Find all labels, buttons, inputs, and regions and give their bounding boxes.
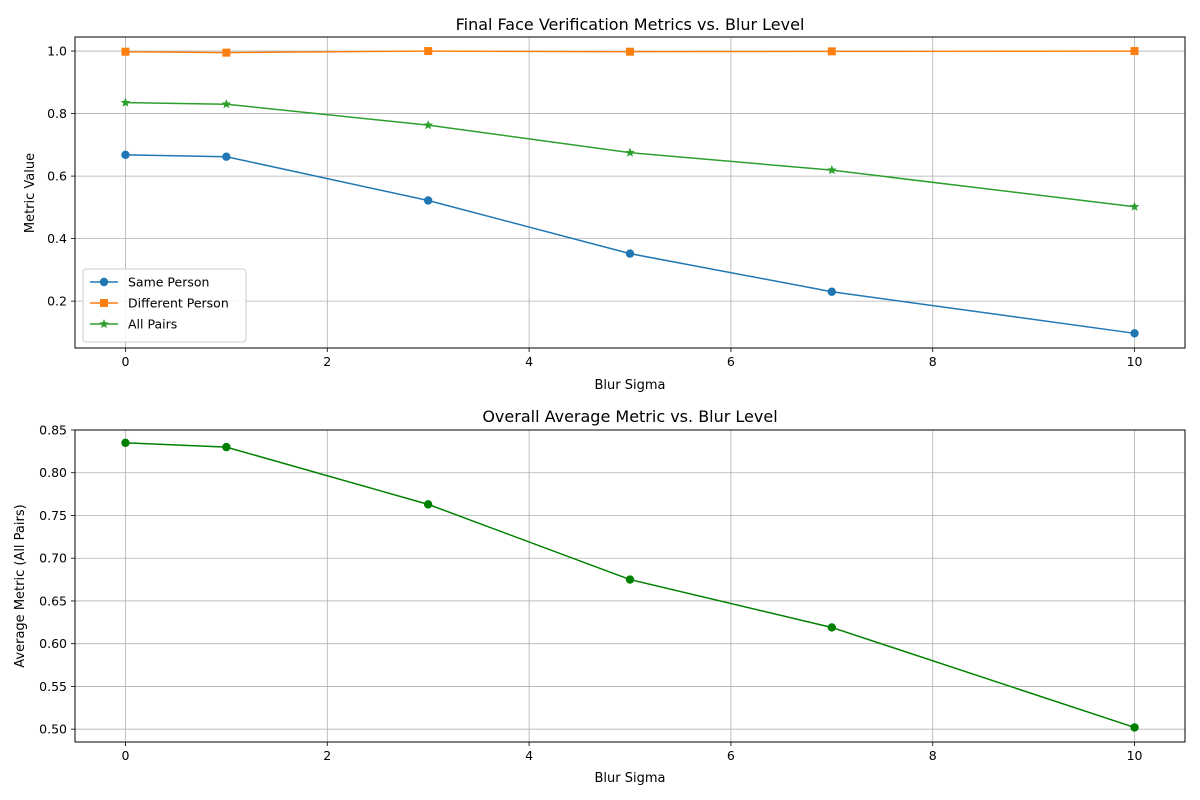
chart-top-y-tick-label: 0.6 bbox=[47, 169, 67, 184]
legend-marker-same-person bbox=[99, 277, 109, 287]
chart-bottom-data-point-average bbox=[625, 575, 635, 584]
chart-bottom-y-tick-label: 0.85 bbox=[39, 423, 67, 438]
chart-top-y-axis-label: Metric Value bbox=[23, 153, 38, 233]
chart-bottom-data-point-average bbox=[222, 442, 231, 452]
chart-top-series-different-person bbox=[121, 47, 1139, 57]
chart-top-data-point-same-person bbox=[121, 150, 130, 160]
chart-top-grid bbox=[75, 37, 1185, 348]
chart-top-data-point-same-person bbox=[222, 152, 231, 161]
chart-top-data-point-different-person bbox=[121, 47, 130, 56]
chart-top-y-tick-label: 1.0 bbox=[47, 44, 67, 59]
chart-top-data-point-same-person bbox=[827, 287, 837, 296]
chart-top-data-point-different-person bbox=[1130, 47, 1139, 56]
chart-top-y-tick-label: 0.2 bbox=[47, 294, 67, 309]
legend-label-all-pairs: All Pairs bbox=[128, 317, 177, 332]
chart-top-data-point-all-pairs bbox=[120, 97, 131, 107]
chart-top: Final Face Verification Metrics vs. Blur… bbox=[23, 15, 1186, 393]
chart-top-x-tick-label: 2 bbox=[323, 354, 331, 369]
chart-bottom-x-tick-label: 4 bbox=[525, 748, 533, 763]
chart-bottom-x-tick-label: 8 bbox=[929, 748, 937, 763]
chart-bottom-y-tick-label: 0.70 bbox=[39, 551, 67, 566]
chart-bottom-x-axis-label: Blur Sigma bbox=[595, 771, 666, 786]
legend-label-different-person: Different Person bbox=[128, 296, 229, 311]
chart-bottom-y-tick-label: 0.80 bbox=[39, 465, 67, 480]
chart-bottom-x-tick-label: 10 bbox=[1127, 748, 1143, 763]
chart-top-y-tick-label: 0.4 bbox=[47, 231, 67, 246]
chart-bottom-title: Overall Average Metric vs. Blur Level bbox=[482, 407, 777, 426]
chart-bottom-y-tick-label: 0.55 bbox=[39, 679, 67, 694]
chart-bottom-ticks: 0 2 4 6 8 10 0.50 0.55 0.60 0.65 0.70 0.75 0.80 0.85 bbox=[39, 423, 1142, 764]
chart-bottom-y-tick-label: 0.75 bbox=[39, 508, 67, 523]
chart-top-data-point-different-person bbox=[424, 47, 433, 56]
chart-bottom-series-average bbox=[121, 438, 1139, 732]
chart-bottom: Overall Average Metric vs. Blur Level Bl… bbox=[13, 407, 1186, 786]
chart-bottom-y-tick-label: 0.60 bbox=[39, 636, 67, 651]
chart-top-series-all-pairs bbox=[120, 97, 1140, 211]
legend-label-same-person: Same Person bbox=[128, 275, 209, 290]
chart-top-title: Final Face Verification Metrics vs. Blur… bbox=[456, 15, 805, 34]
chart-top-data-point-all-pairs bbox=[423, 120, 433, 130]
chart-bottom-x-tick-label: 0 bbox=[121, 748, 129, 763]
chart-top-data-point-all-pairs bbox=[625, 147, 635, 157]
chart-top-x-tick-label: 4 bbox=[525, 354, 533, 369]
chart-bottom-data-point-average bbox=[423, 500, 433, 509]
chart-top-data-point-different-person bbox=[626, 47, 634, 56]
chart-top-data-point-different-person bbox=[222, 48, 231, 57]
chart-top-x-tick-label: 10 bbox=[1127, 354, 1143, 369]
chart-top-plot-frame bbox=[74, 36, 1186, 349]
chart-bottom-data-point-average bbox=[1130, 723, 1139, 732]
chart-bottom-data-point-average bbox=[121, 438, 130, 448]
chart-top-data-point-same-person bbox=[1130, 329, 1139, 338]
chart-top-ticks: 0 2 4 6 8 10 0.2 0.4 0.6 0.8 1.0 bbox=[47, 44, 1142, 369]
legend-box bbox=[82, 268, 247, 343]
chart-bottom-data-point-average bbox=[827, 623, 837, 632]
chart-bottom-x-tick-label: 6 bbox=[727, 748, 735, 763]
chart-top-x-tick-label: 0 bbox=[121, 354, 129, 369]
chart-top-x-axis-label: Blur Sigma bbox=[595, 378, 666, 393]
legend-marker-all-pairs bbox=[99, 319, 109, 329]
chart-top-data-point-all-pairs bbox=[827, 165, 837, 175]
chart-top-series-same-person bbox=[121, 150, 1139, 338]
chart-top-data-point-same-person bbox=[423, 196, 433, 205]
chart-top-series-line-same-person bbox=[125, 154, 1135, 335]
legend-marker-different-person bbox=[100, 299, 108, 307]
chart-top-data-point-all-pairs bbox=[1129, 201, 1140, 211]
chart-bottom-series-line-average bbox=[125, 442, 1135, 729]
chart-top-x-tick-label: 8 bbox=[929, 354, 937, 369]
chart-bottom-y-tick-label: 0.65 bbox=[39, 593, 67, 608]
chart-top-series-line-all-pairs bbox=[125, 101, 1135, 208]
chart-top-x-tick-label: 6 bbox=[727, 354, 735, 369]
chart-bottom-y-tick-label: 0.50 bbox=[39, 722, 67, 737]
chart-bottom-y-axis-label: Average Metric (All Pairs) bbox=[13, 504, 28, 667]
chart-top-series-line-different-person bbox=[125, 50, 1135, 54]
chart-bottom-plot-frame bbox=[74, 429, 1186, 743]
chart-top-data-point-all-pairs bbox=[221, 99, 232, 109]
chart-top-y-tick-label: 0.8 bbox=[47, 106, 67, 121]
chart-top-data-point-different-person bbox=[827, 47, 836, 56]
chart-bottom-x-tick-label: 2 bbox=[323, 748, 331, 763]
chart-top-data-point-same-person bbox=[625, 249, 635, 258]
chart-top-legend: Same Person Different Person All Pairs bbox=[82, 268, 247, 343]
